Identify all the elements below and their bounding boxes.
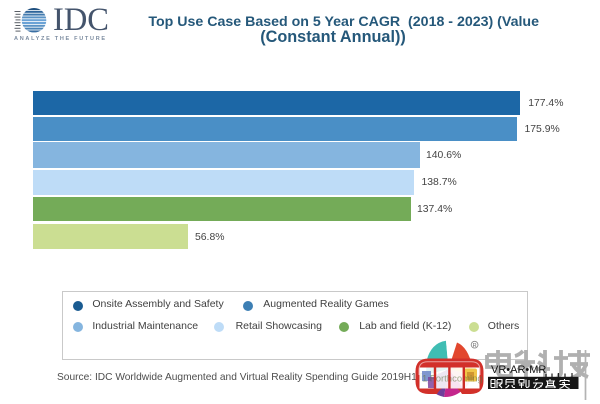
svg-text:VR•AR•MR: VR•AR•MR — [491, 364, 546, 376]
svg-text:1 Forthcoming: 1 Forthcoming — [422, 373, 483, 384]
svg-text:R: R — [473, 343, 477, 349]
